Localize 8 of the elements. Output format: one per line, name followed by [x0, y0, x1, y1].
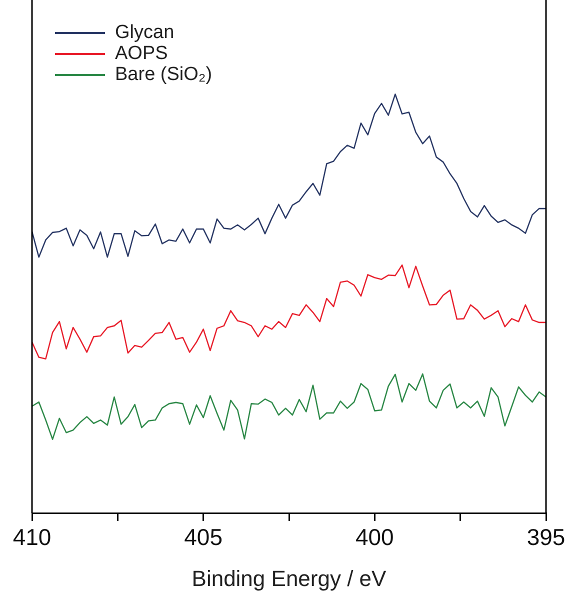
x-axis-title: Binding Energy / eV [192, 566, 387, 591]
legend-label: Bare (SiO₂) [115, 64, 212, 86]
legend-label: AOPS [115, 42, 168, 64]
x-tick-label: 410 [12, 524, 52, 550]
x-tick-label: 395 [526, 524, 566, 550]
x-tick-label: 400 [355, 524, 394, 550]
x-tick-label: 405 [184, 524, 223, 550]
legend-label: Glycan [115, 22, 174, 44]
